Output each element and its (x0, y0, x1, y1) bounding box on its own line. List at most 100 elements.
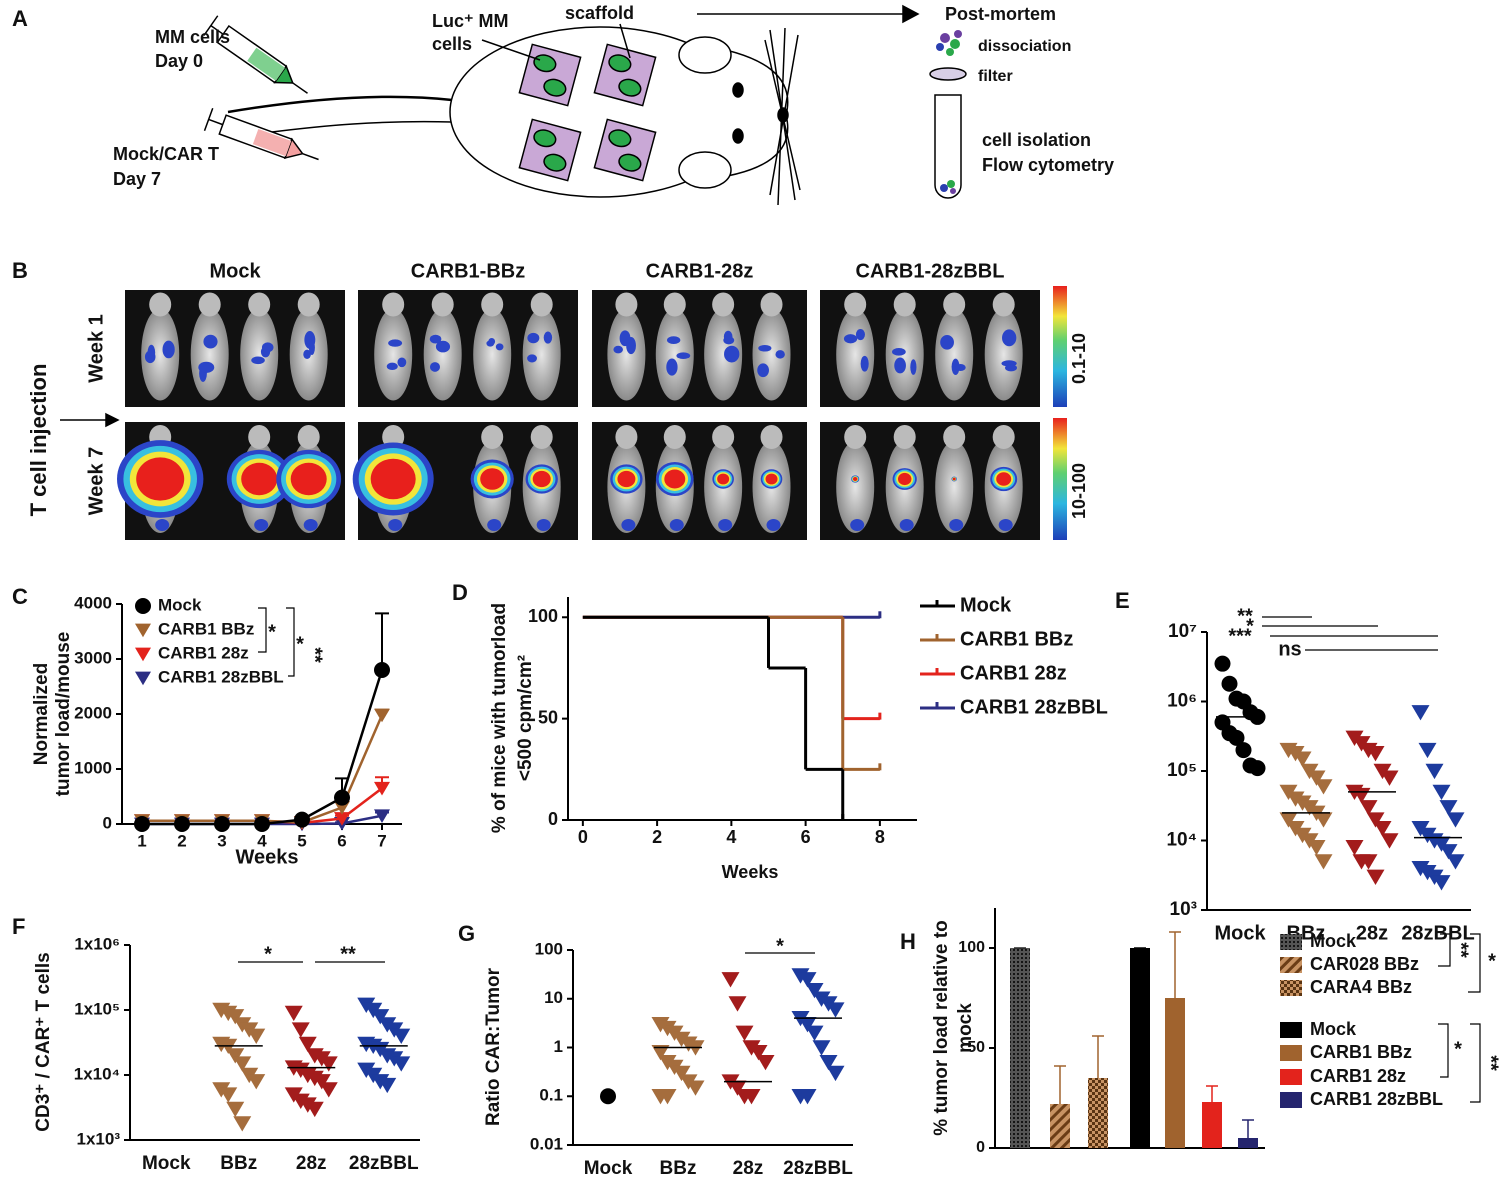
data-point (226, 1101, 245, 1118)
y-axis-title: tumor load/mouse (53, 632, 74, 797)
x-axis-title: Weeks (722, 862, 779, 882)
data-point (1432, 784, 1451, 801)
mouse-head-image (992, 292, 1015, 317)
significance: ** (1450, 942, 1472, 958)
bar (1050, 1104, 1070, 1148)
y-tick-label: 100 (958, 939, 985, 956)
legend-swatch (1280, 957, 1302, 973)
data-point (294, 811, 310, 828)
legend-swatch (1280, 1022, 1302, 1038)
diagram-label: scaffold (565, 3, 634, 23)
data-point (1307, 770, 1326, 786)
data-point (651, 1017, 670, 1033)
significance: ns (1278, 638, 1301, 660)
legend-label: CARB1 BBz (960, 628, 1073, 650)
signal-blob (617, 470, 636, 488)
data-point (728, 1080, 747, 1096)
data-point (798, 1017, 817, 1033)
significance: * (268, 621, 276, 643)
legend-label: CARB1 28z (158, 643, 249, 662)
y-tick-label: 1x10⁵ (74, 999, 120, 1018)
signal-spot (894, 357, 906, 374)
mouse-eye (732, 128, 744, 144)
whisker (764, 39, 801, 191)
syringe-top (203, 15, 308, 94)
data-point (1411, 705, 1430, 721)
data-point (1411, 860, 1430, 877)
signal-blob (765, 473, 778, 485)
y-axis-title: <500 cpm/cm² (515, 655, 536, 781)
x-tick-label: 4 (726, 827, 736, 847)
signal-spot (855, 328, 865, 341)
whisker (769, 34, 799, 196)
diagram-label: Post-mortem (945, 4, 1056, 24)
data-point (1366, 812, 1385, 828)
mouse-image (190, 308, 229, 401)
signal-spot (940, 335, 954, 350)
x-tick-label: 4 (257, 831, 267, 850)
column-title: Mock (209, 260, 261, 282)
signal-blob (370, 458, 416, 500)
signal-spot (527, 354, 537, 363)
mouse-image (607, 308, 646, 401)
whisker (777, 27, 786, 206)
y-tick-label: 50 (538, 707, 558, 727)
significance: * (264, 943, 272, 965)
data-point (371, 1009, 390, 1025)
error-bar (1206, 1085, 1218, 1102)
mouse-head-image (297, 425, 320, 449)
x-tick-label: 2 (652, 827, 662, 847)
data-point (826, 1002, 845, 1018)
data-point (284, 1005, 303, 1022)
data-point (1345, 840, 1364, 856)
y-tick-label: 1 (554, 1037, 563, 1056)
mouse-image (836, 308, 875, 401)
legend-swatch (1280, 934, 1302, 950)
tail (227, 95, 453, 114)
panel-label: A (12, 6, 28, 31)
y-tick-label: 1x10⁶ (74, 934, 120, 953)
data-point (334, 812, 350, 826)
signal-spot (429, 362, 441, 372)
legend-label: CARB1 28zBBL (158, 667, 284, 686)
legend-swatch (1280, 1092, 1302, 1108)
data-point (219, 1087, 238, 1103)
data-point (374, 708, 390, 723)
significance: * (776, 935, 784, 957)
signal-spot (676, 352, 691, 360)
legend-swatch (1280, 980, 1302, 996)
data-point (1286, 791, 1305, 807)
signal-spot (843, 334, 858, 344)
signal-spot (724, 345, 740, 363)
mouse-head-image (844, 292, 867, 317)
signal-spot (850, 519, 865, 531)
significance: *** (1228, 625, 1252, 647)
mouse-head-image (943, 425, 966, 449)
y-tick-label: 10 (544, 988, 563, 1007)
data-point (1418, 742, 1437, 759)
significance: ** (1480, 1055, 1500, 1071)
data-point (791, 968, 810, 984)
pointer (481, 39, 541, 61)
data-point (226, 1048, 245, 1064)
x-tick-label: 6 (337, 831, 346, 850)
signal-blob (532, 470, 551, 488)
data-point (1366, 746, 1385, 762)
y-tick-label: 1000 (74, 758, 112, 777)
legend-marker (135, 598, 151, 614)
signal-spot (669, 519, 684, 531)
data-point (805, 1025, 824, 1041)
mouse-head-image (712, 425, 735, 449)
signal-blob (897, 472, 912, 486)
significance: * (1246, 615, 1254, 637)
panel-label: D (452, 580, 468, 605)
legend-label: Mock (1310, 931, 1357, 951)
y-tick-label: 3000 (74, 648, 112, 667)
data-point (600, 1088, 616, 1105)
significance-brackets (238, 607, 1481, 1103)
panel-label: G (458, 921, 475, 946)
x-tick-label: 2 (177, 831, 186, 850)
legend-label: CARB1 BBz (158, 619, 254, 638)
data-point (254, 816, 270, 832)
